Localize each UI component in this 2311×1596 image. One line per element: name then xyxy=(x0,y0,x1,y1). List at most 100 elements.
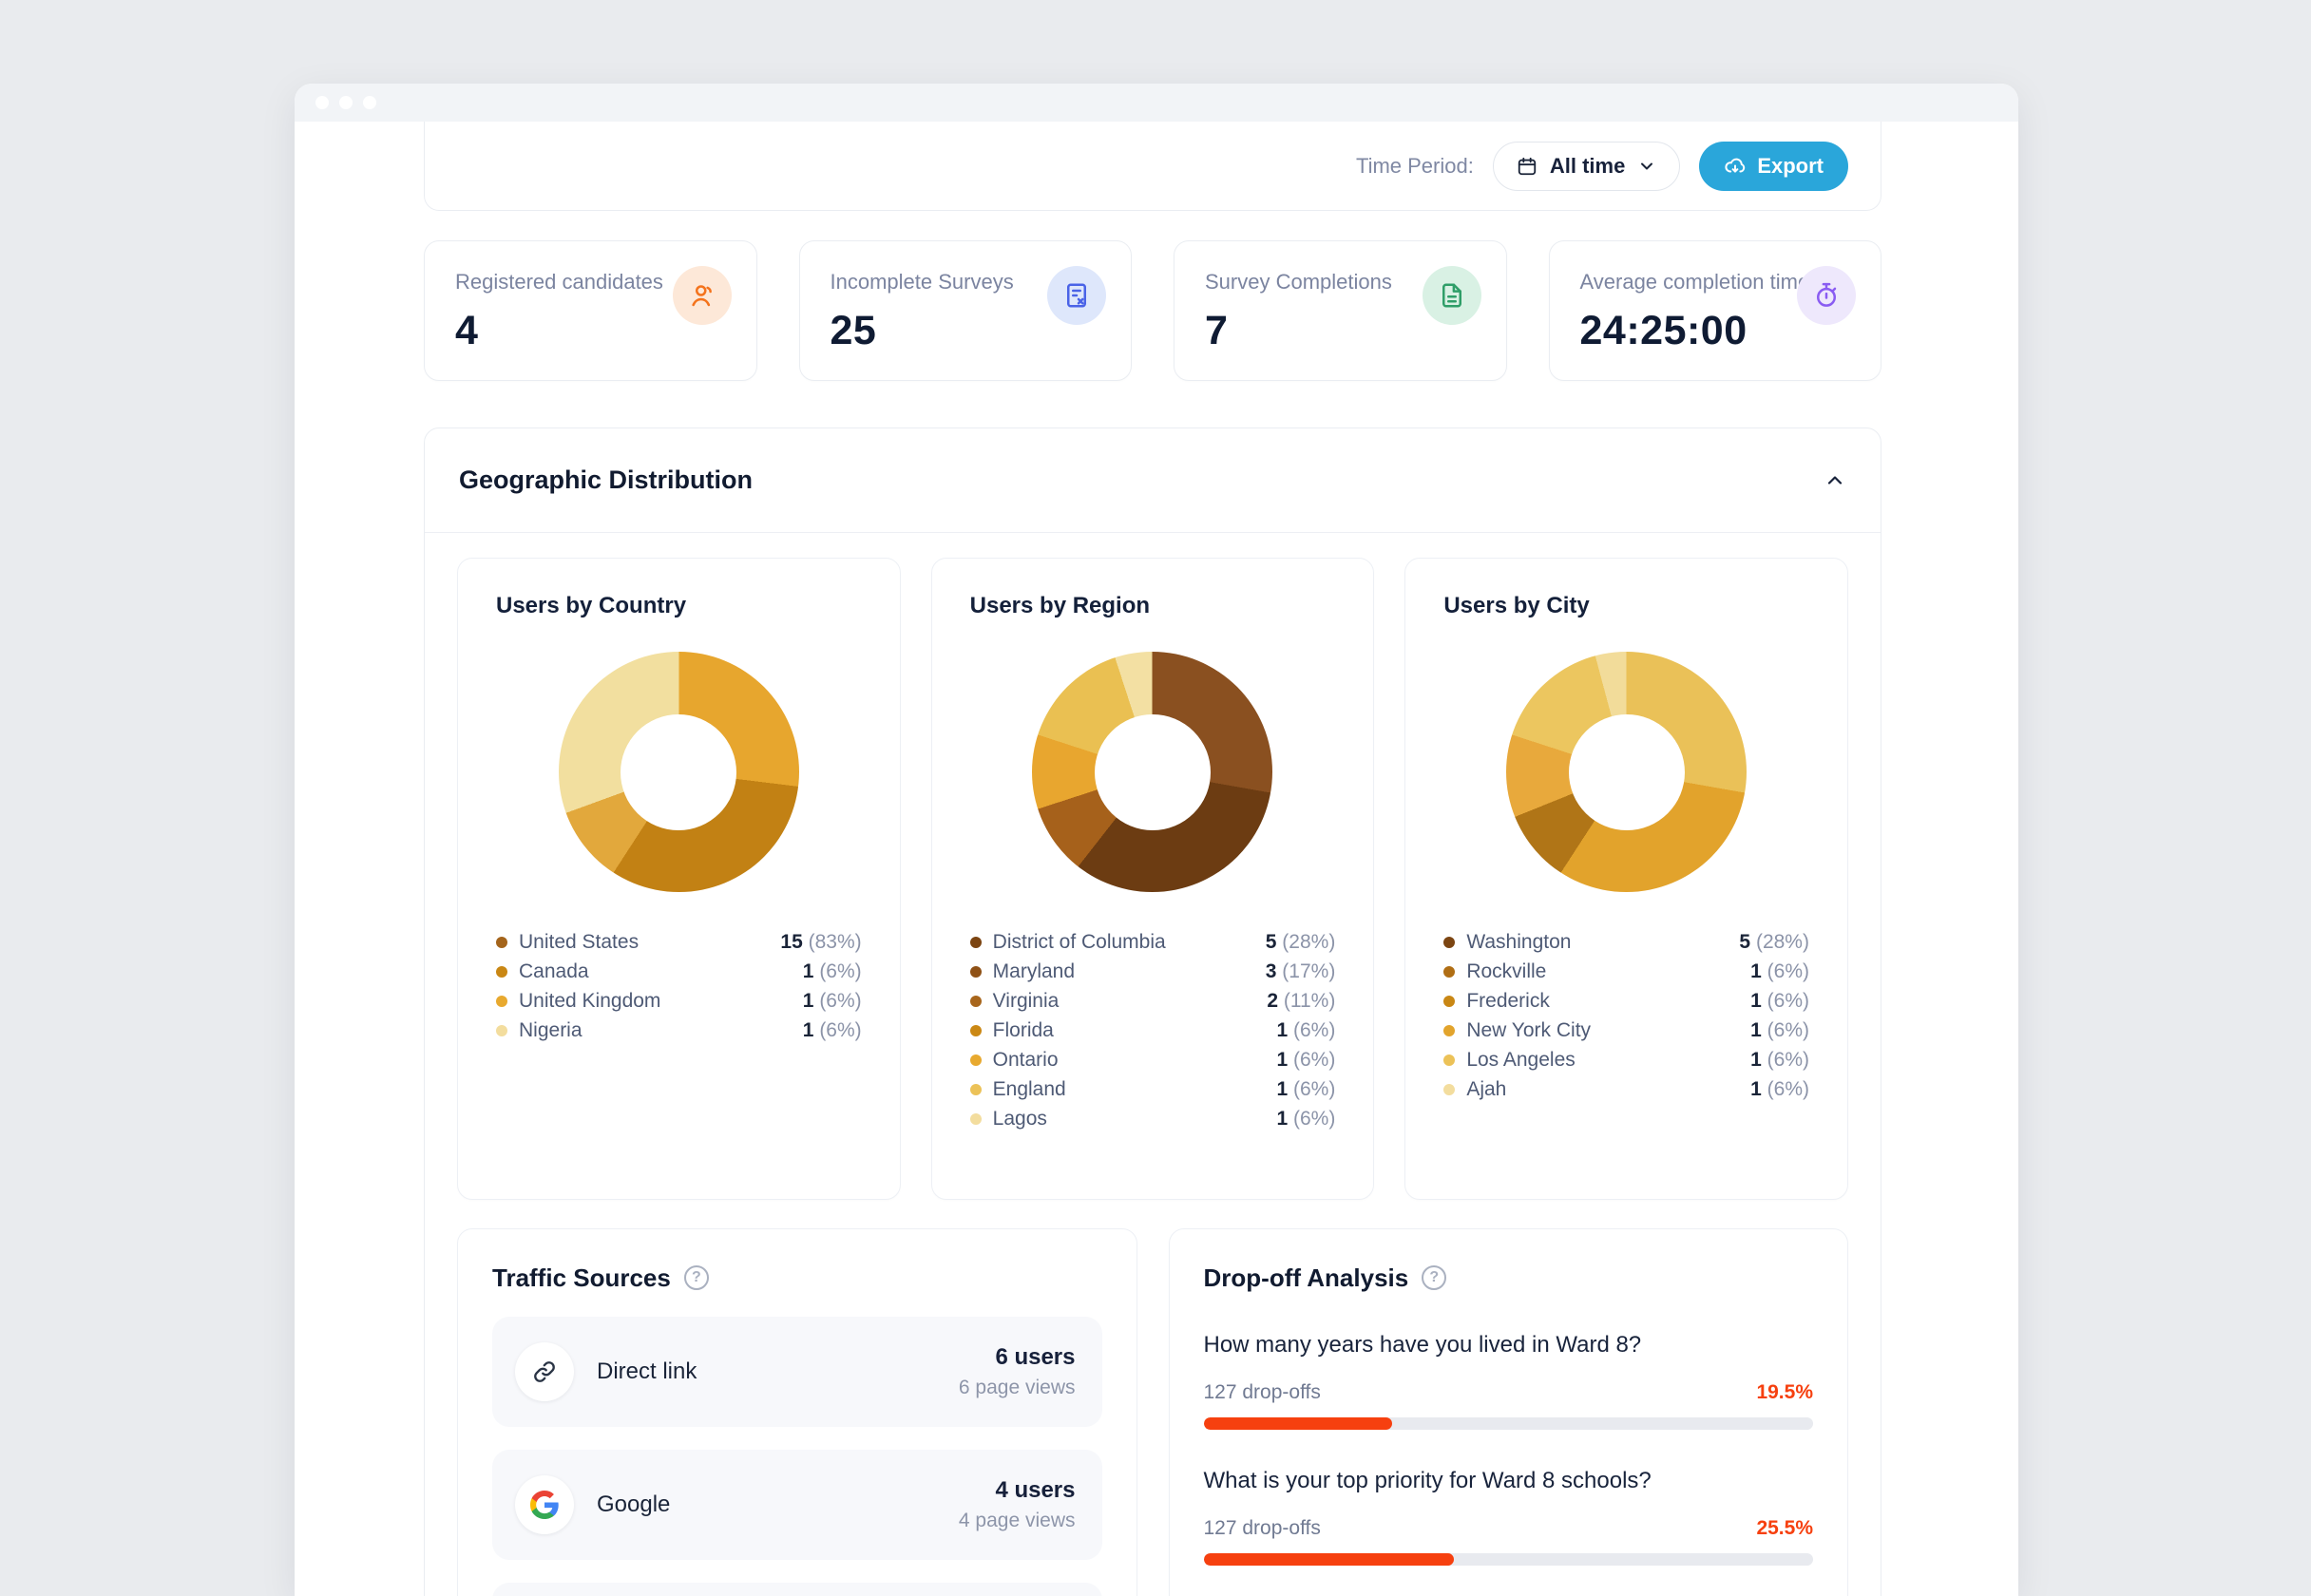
analytics-card: Geographic Distribution Users by Country xyxy=(424,428,1881,1596)
chart-title: Users by City xyxy=(1443,593,1590,618)
legend-label: Los Angeles xyxy=(1466,1049,1576,1071)
dashboard-content: Time Period: All time xyxy=(295,122,2018,1596)
bottom-panels-row: Traffic Sources ? Direct link 6 user xyxy=(457,1228,1848,1596)
legend-label: United States xyxy=(519,931,640,953)
window-minimize-button[interactable] xyxy=(339,96,353,109)
legend-label: District of Columbia xyxy=(992,931,1166,953)
legend-count: 1 xyxy=(1276,1049,1289,1071)
dropoff-question: How many years have you lived in Ward 8? xyxy=(1203,1332,1642,1358)
legend-count: 5 xyxy=(1265,931,1277,953)
legend-percent: (6%) xyxy=(1767,1049,1809,1071)
dropoff-item: What is your top priority for Ward 8 sch… xyxy=(1203,1468,1813,1566)
legend-label: New York City xyxy=(1466,1019,1592,1041)
legend-dot xyxy=(496,996,507,1007)
legend-percent: (6%) xyxy=(819,960,862,982)
collapse-section-button[interactable] xyxy=(1824,469,1846,492)
window-titlebar xyxy=(295,84,2018,122)
stats-row: Registered candidates 4 Incomplete Surve… xyxy=(424,240,1881,381)
legend-label: Florida xyxy=(992,1019,1054,1041)
help-icon[interactable]: ? xyxy=(1422,1265,1447,1290)
legend-count: 1 xyxy=(802,990,814,1012)
export-label: Export xyxy=(1757,153,1824,178)
legend-dot xyxy=(496,966,507,978)
chart-legend: District of Columbia 5 (28%) Maryland 3 … xyxy=(969,931,1336,1130)
legend-count: 1 xyxy=(1276,1078,1289,1100)
legend-item: Canada 1 (6%) xyxy=(496,960,862,982)
stat-value: 24:25:00 xyxy=(1579,308,1748,353)
traffic-users: 4 users xyxy=(995,1477,1076,1503)
legend-dot xyxy=(969,937,982,948)
legend-percent: (6%) xyxy=(1767,960,1809,982)
drop-off-analysis-panel: Drop-off Analysis ? How many years have … xyxy=(1168,1228,1848,1596)
window-maximize-button[interactable] xyxy=(363,96,376,109)
window-close-button[interactable] xyxy=(315,96,329,109)
legend-count: 1 xyxy=(1750,1019,1762,1041)
dropoff-count: 127 drop-offs xyxy=(1203,1381,1321,1403)
traffic-row-partial[interactable] xyxy=(492,1583,1102,1596)
chart-card-users-by-country: Users by Country United States 15 (83%) … xyxy=(457,558,901,1200)
legend-label: Maryland xyxy=(992,960,1076,982)
legend-count: 1 xyxy=(1750,960,1762,982)
traffic-row-google[interactable]: Google 4 users 4 page views xyxy=(492,1450,1102,1560)
legend-percent: (6%) xyxy=(819,990,862,1012)
legend-percent: (17%) xyxy=(1282,960,1336,982)
toolbar-card: Time Period: All time xyxy=(424,122,1881,211)
legend-dot xyxy=(496,1025,507,1036)
legend-count: 1 xyxy=(1750,1049,1762,1071)
app-window: Time Period: All time xyxy=(295,84,2018,1596)
legend-item: United States 15 (83%) xyxy=(496,931,862,953)
legend-dot xyxy=(969,1025,982,1036)
traffic-source-name: Direct link xyxy=(597,1358,697,1384)
legend-percent: (28%) xyxy=(1282,931,1336,953)
chart-title: Users by Region xyxy=(969,593,1151,618)
export-button[interactable]: Export xyxy=(1699,141,1848,191)
chart-legend: United States 15 (83%) Canada 1 (6%) Uni… xyxy=(496,931,862,1041)
dropoff-progress-track xyxy=(1203,1417,1813,1430)
dropoff-progress-fill xyxy=(1203,1553,1454,1566)
geographic-distribution-header: Geographic Distribution xyxy=(425,428,1881,533)
calendar-icon xyxy=(1517,156,1537,177)
legend-dot xyxy=(969,966,982,978)
cloud-download-icon xyxy=(1724,155,1747,178)
legend-dot xyxy=(969,1084,982,1095)
legend-count: 5 xyxy=(1739,931,1751,953)
stat-value: 4 xyxy=(455,308,479,353)
legend-item: Washington 5 (28%) xyxy=(1443,931,1809,953)
chart-legend: Washington 5 (28%) Rockville 1 (6%) Fred… xyxy=(1443,931,1809,1100)
help-icon[interactable]: ? xyxy=(683,1265,709,1290)
traffic-source-name: Google xyxy=(597,1492,671,1517)
chart-card-users-by-city: Users by City Washington 5 (28%) Rockvil… xyxy=(1404,558,1848,1200)
legend-item: Virginia 2 (11%) xyxy=(969,990,1335,1012)
legend-percent: (28%) xyxy=(1755,931,1809,953)
donut-chart-region xyxy=(1032,652,1273,892)
legend-item: Maryland 3 (17%) xyxy=(969,960,1336,982)
legend-dot xyxy=(969,1054,982,1066)
dropoff-count: 127 drop-offs xyxy=(1203,1517,1321,1539)
dropoff-question: What is your top priority for Ward 8 sch… xyxy=(1203,1468,1652,1493)
stat-card-survey-completions: Survey Completions 7 xyxy=(1174,240,1507,381)
geo-charts-row: Users by Country United States 15 (83%) … xyxy=(457,558,1848,1200)
stat-label: Average completion time xyxy=(1579,270,1810,294)
legend-item: District of Columbia 5 (28%) xyxy=(969,931,1336,953)
traffic-sources-panel: Traffic Sources ? Direct link 6 user xyxy=(457,1228,1137,1596)
dropoff-progress-track xyxy=(1203,1553,1813,1566)
time-period-dropdown[interactable]: All time xyxy=(1492,141,1681,191)
stopwatch-icon xyxy=(1797,266,1856,325)
legend-item: Ontario 1 (6%) xyxy=(969,1049,1336,1071)
legend-percent: (6%) xyxy=(1292,1049,1336,1071)
legend-item: England 1 (6%) xyxy=(969,1078,1335,1100)
google-icon xyxy=(515,1475,574,1534)
donut-chart-city xyxy=(1506,652,1748,892)
legend-dot xyxy=(1443,1084,1456,1095)
stat-label: Registered candidates xyxy=(455,270,663,294)
stat-card-registered-candidates: Registered candidates 4 xyxy=(424,240,757,381)
legend-percent: (6%) xyxy=(1292,1108,1336,1130)
legend-percent: (6%) xyxy=(819,1019,862,1041)
legend-label: Virginia xyxy=(992,990,1060,1012)
stat-value: 7 xyxy=(1205,308,1229,353)
legend-count: 3 xyxy=(1265,960,1277,982)
panel-title: Traffic Sources xyxy=(492,1263,671,1292)
traffic-row-direct-link[interactable]: Direct link 6 users 6 page views xyxy=(492,1317,1102,1427)
legend-label: Ontario xyxy=(992,1049,1059,1071)
legend-label: England xyxy=(992,1078,1066,1100)
